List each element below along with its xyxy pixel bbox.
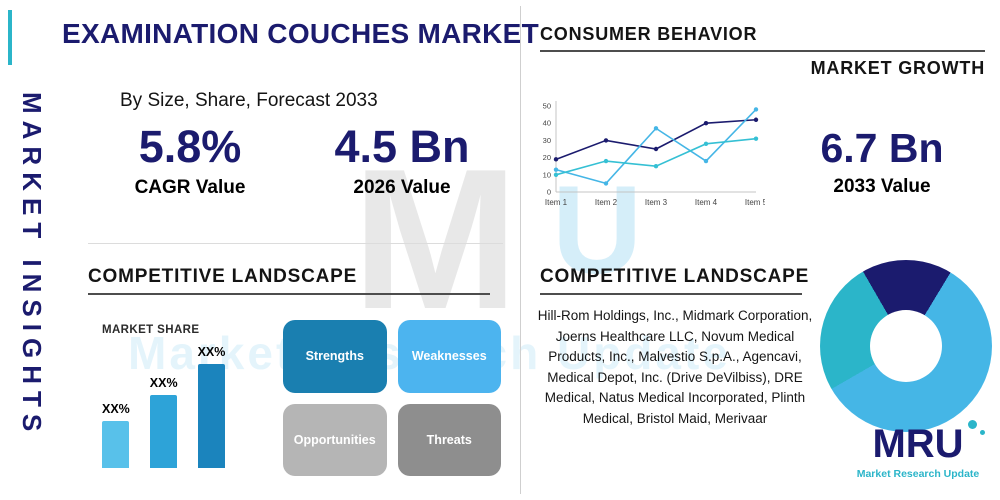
svg-text:Item 4: Item 4 xyxy=(695,198,718,207)
svg-text:Item 1: Item 1 xyxy=(545,198,568,207)
svg-text:40: 40 xyxy=(543,119,551,128)
swot-label-weaknesses: Weaknesses xyxy=(411,349,487,364)
donut-hole xyxy=(870,310,942,382)
market-share-bar-chart: XX% XX% XX% xyxy=(102,338,272,468)
companies-text: Hill-Rom Holdings, Inc., Midmark Corpora… xyxy=(537,308,813,426)
bar-group: XX% xyxy=(197,345,226,468)
swot-cell-threats: Threats xyxy=(397,403,501,476)
stat-2026-value: 4.5 Bn xyxy=(334,121,470,172)
stat-2033-value: 6.7 Bn xyxy=(820,125,944,171)
swot-cell-opportunities: Opportunities xyxy=(283,403,387,476)
bar xyxy=(102,421,130,468)
page-subtitle: By Size, Share, Forecast 2033 xyxy=(120,90,378,111)
bar xyxy=(197,364,225,468)
swot-label-opportunities: Opportunities xyxy=(293,432,376,447)
svg-text:Item 5: Item 5 xyxy=(745,198,765,207)
market-growth-chart-svg: 0 10 20 30 40 50 Item 1 Item 2 Item 3 Item 4 Item … xyxy=(543,101,768,207)
stat-2033-label: 2033 Value xyxy=(833,176,931,198)
competitive-landscape-right-rule xyxy=(540,293,802,295)
swot-grid: Strengths Weaknesses Opportunities Threa… xyxy=(283,320,501,476)
page-title: EXAMINATION COUCHES MARKET xyxy=(62,18,540,49)
swot-cell-weaknesses: Weaknesses xyxy=(397,320,501,393)
market-share-label: MARKET SHARE xyxy=(102,324,200,336)
consumer-behavior-heading: CONSUMER BEHAVIOR xyxy=(540,24,758,44)
teal-accent-line xyxy=(8,10,12,65)
bar-label: XX% xyxy=(102,402,130,416)
bar-group: XX% xyxy=(102,402,130,468)
competitive-landscape-right-heading: COMPETITIVE LANDSCAPE xyxy=(540,266,810,287)
swot-label-strengths: Strengths xyxy=(305,349,364,364)
svg-text:30: 30 xyxy=(543,136,551,145)
stat-2026: 4.5 Bn 2026 Value xyxy=(312,122,492,199)
svg-text:Item 3: Item 3 xyxy=(645,198,668,207)
vertical-divider xyxy=(520,6,521,494)
bar xyxy=(150,395,178,468)
logo-text: MRU xyxy=(872,422,964,466)
consumer-behavior-rule xyxy=(540,50,985,52)
svg-text:Item 2: Item 2 xyxy=(595,198,618,207)
logo-droplet-icon xyxy=(968,420,977,429)
stat-cagr: 5.8% CAGR Value xyxy=(100,122,280,199)
logo-tagline: Market Research Update xyxy=(856,468,980,480)
swot-label-threats: Threats xyxy=(426,432,472,447)
svg-text:10: 10 xyxy=(543,170,551,179)
line-chart: 0 10 20 30 40 50 Item 1 Item 2 Item 3 Item 4 Item … xyxy=(530,96,768,218)
stat-cagr-value: 5.8% xyxy=(138,121,242,172)
bar-group: XX% xyxy=(150,376,178,468)
vertical-title: MARKET INSIGHTS xyxy=(17,92,47,439)
svg-text:20: 20 xyxy=(543,153,551,162)
horizontal-divider-left xyxy=(88,243,503,244)
svg-text:50: 50 xyxy=(543,102,551,111)
svg-text:0: 0 xyxy=(547,188,551,197)
donut-chart xyxy=(820,260,992,432)
swot-cell-strengths: Strengths xyxy=(283,320,387,393)
stat-cagr-label: CAGR Value xyxy=(134,176,246,198)
logo-droplet-icon xyxy=(980,430,985,435)
stat-2026-label: 2026 Value xyxy=(353,176,451,198)
mru-logo: MRU Market Research Update xyxy=(843,420,993,480)
stat-2033: 6.7 Bn 2033 Value xyxy=(782,125,982,198)
bar-label: XX% xyxy=(197,345,226,359)
market-growth-heading: MARKET GROWTH xyxy=(810,58,985,78)
competitive-landscape-left-heading: COMPETITIVE LANDSCAPE xyxy=(88,266,358,287)
competitive-landscape-left-rule xyxy=(88,293,490,295)
bar-label: XX% xyxy=(149,376,178,390)
